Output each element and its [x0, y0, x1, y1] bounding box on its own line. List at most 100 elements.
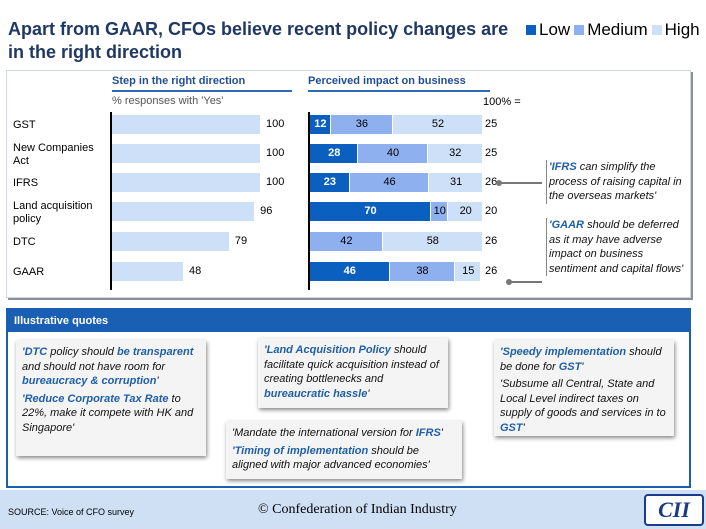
impact-segment-high — [382, 232, 483, 251]
step-bar — [112, 202, 255, 221]
step-bar — [112, 115, 260, 134]
impact-segment-label: 32 — [449, 147, 462, 159]
quote-text: should be aligned with major advanced ec… — [232, 444, 430, 472]
impact-segment-label: 70 — [364, 205, 377, 217]
highlight-text: 'Speedy implementation — [500, 346, 627, 358]
highlight-text: 'DTC — [22, 346, 48, 358]
highlight-text: bureaucracy & corruption — [22, 375, 157, 387]
connector-dot — [496, 180, 502, 186]
impact-total: 26 — [485, 235, 498, 247]
impact-segment-medium — [358, 144, 428, 163]
step-value: 100 — [266, 176, 285, 188]
highlight-text: 'IFRS — [549, 161, 577, 173]
impact-segment-label: 46 — [383, 176, 396, 188]
quote-text: ' — [156, 375, 159, 387]
impact-segment-label: 12 — [314, 118, 327, 130]
chart-panel — [6, 70, 691, 298]
legend-medium: Medium — [574, 20, 648, 40]
step-value: 79 — [234, 235, 248, 247]
impact-segment-label: 46 — [343, 265, 356, 277]
step-bar — [112, 262, 184, 281]
row-label: GST — [13, 119, 36, 131]
impact-segment-medium — [330, 115, 394, 134]
impact-segment-label: 28 — [328, 147, 341, 159]
quote-text: should facilitate quick acquisition inst… — [264, 344, 439, 385]
step-bar — [112, 144, 260, 163]
quote-text: to 22%, make it compete with HK and Sing… — [22, 392, 194, 434]
step-value: 48 — [189, 265, 202, 277]
quote-paragraph: 'Subsume all Central, State and Local Le… — [500, 377, 668, 435]
step-bar — [112, 232, 229, 251]
impact-segment-low — [310, 115, 331, 134]
impact-segment-label: 38 — [416, 265, 429, 277]
quote-note-ifrs: 'Mandate the international version for I… — [226, 421, 462, 479]
cii-logo: CII — [644, 494, 704, 526]
impact-segment-high — [448, 202, 483, 221]
highlight-text: 'Reduce Corporate Tax Rate — [22, 392, 169, 405]
impact-segment-high — [429, 173, 483, 192]
page-title: Apart from GAAR, CFOs believe recent pol… — [8, 19, 509, 62]
quote-text: should be deferred as it may have advers… — [549, 219, 684, 275]
side-quote-gaar: 'GAAR should be deferred as it may have … — [546, 218, 688, 276]
impact-segment-label: 15 — [462, 265, 475, 277]
impact-segment-low — [310, 262, 390, 281]
impact-segment-high — [427, 144, 483, 163]
highlight-text: 'Timing of implementation — [232, 444, 369, 457]
quote-note-gst: 'Speedy implementation should be done fo… — [494, 340, 674, 436]
impact-segment-medium — [310, 232, 383, 251]
highlight-text: IFRS — [415, 427, 441, 439]
step-value: 96 — [260, 205, 273, 217]
quote-text: can simplify the process of raising capi… — [549, 161, 682, 202]
quote-text: ' — [440, 427, 443, 439]
quote-paragraph: 'Mandate the international version for I… — [232, 426, 456, 441]
quote-text: ' — [367, 387, 370, 400]
quote-paragraph: 'Speedy implementation should be done fo… — [500, 345, 668, 374]
row-label: Land acquisition policy — [13, 200, 93, 225]
impact-segment-label: 10 — [433, 205, 446, 217]
connector-ifrs — [498, 182, 542, 184]
impact-axis — [308, 112, 310, 290]
impact-segment-label: 31 — [450, 176, 463, 188]
quote-text: policy should — [47, 346, 117, 358]
quote-text: should be done for — [500, 346, 662, 373]
step-chart-title: Step in the right direction — [112, 75, 292, 92]
highlight-text: 'Land Acquisition Policy — [264, 344, 391, 356]
quote-text: 'Mandate the international version for — [232, 427, 416, 439]
step-bar — [112, 173, 260, 192]
step-value: 100 — [266, 147, 285, 159]
highlight-text: bureaucratic hassle — [264, 387, 368, 400]
impact-segment-low — [310, 173, 350, 192]
impact-total: 25 — [485, 118, 498, 130]
legend-label: High — [664, 20, 700, 39]
impact-chart-title: Perceived impact on business — [308, 75, 490, 92]
impact-segment-medium — [349, 173, 430, 192]
highlight-text: GST — [500, 421, 523, 434]
highlight-text: 'GAAR — [549, 219, 585, 231]
quote-paragraph: 'Reduce Corporate Tax Rate to 22%, make … — [22, 392, 200, 436]
side-quote-ifrs: 'IFRS can simplify the process of raisin… — [546, 160, 688, 204]
impact-segment-medium — [389, 262, 456, 281]
row-label: DTC — [13, 236, 36, 248]
highlight-text: be transparent — [116, 346, 194, 358]
impact-total: 20 — [485, 205, 498, 217]
legend-label: Medium — [587, 20, 648, 39]
legend-swatch-low — [526, 25, 536, 35]
impact-segment-label: 40 — [386, 147, 400, 159]
quote-text: ' — [522, 421, 525, 434]
impact-segment-label: 42 — [340, 235, 353, 247]
totals-header: 100% = — [483, 96, 521, 108]
row-label: New Companies Act — [13, 142, 94, 167]
quote-text: ' — [581, 360, 584, 373]
quote-text: 'Subsume all Central, State and Local Le… — [500, 378, 666, 419]
quote-paragraph: 'Land Acquisition Policy should facilita… — [264, 343, 442, 401]
connector-gaar — [508, 281, 542, 283]
impact-total: 26 — [485, 265, 498, 277]
impact-segment-high — [393, 115, 483, 134]
source-note: SOURCE: Voice of CFO survey — [8, 507, 135, 517]
footer: SOURCE: Voice of CFO survey © Confederat… — [0, 490, 706, 529]
legend-high: High — [651, 20, 700, 40]
step-chart-subtitle: % responses with 'Yes' — [112, 95, 224, 107]
impact-segment-label: 20 — [459, 205, 472, 217]
quote-paragraph: 'DTC policy should be transparent and sh… — [22, 345, 200, 389]
impact-segment-low — [310, 144, 359, 163]
